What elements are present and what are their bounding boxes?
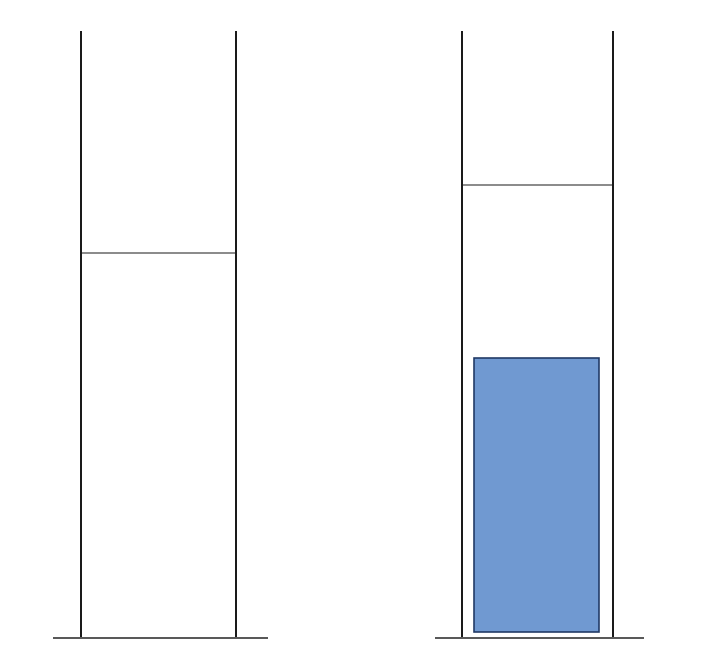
diagram-canvas [0,0,706,667]
left-column-group [53,31,268,638]
diagram-svg [0,0,706,667]
right-column-blue-fill-rect [474,358,599,632]
right-column-group [435,31,644,638]
